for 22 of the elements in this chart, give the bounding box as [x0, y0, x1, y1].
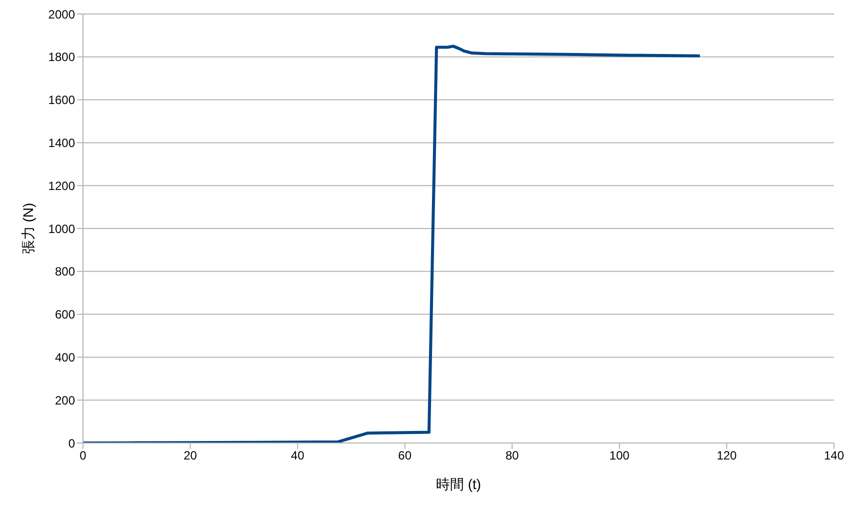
- line-series: [83, 44, 702, 443]
- x-tick-label: 100: [609, 448, 630, 463]
- x-tick-label: 140: [824, 448, 844, 463]
- x-tick-label: 120: [716, 448, 738, 463]
- x-tick-label: 40: [290, 448, 305, 463]
- y-tick-label: 1600: [48, 93, 76, 108]
- x-tick-label: 20: [184, 448, 198, 463]
- y-tick-label: 1800: [48, 50, 76, 64]
- y-tick-label: 800: [54, 264, 76, 279]
- y-axis-title: 張力 (N): [20, 202, 36, 254]
- x-tick-label: 0: [80, 448, 87, 463]
- x-tick-label: 60: [398, 448, 412, 463]
- x-axis-title: 時間 (t): [436, 476, 482, 492]
- y-tick-label: 2000: [48, 7, 76, 22]
- y-tick-label: 600: [54, 308, 76, 322]
- y-tick-label: 1200: [48, 178, 76, 193]
- y-tick-label: 1400: [48, 136, 76, 150]
- y-tick-label: 0: [68, 436, 76, 450]
- y-tick-label: 400: [54, 350, 76, 364]
- x-tick-label: 80: [505, 448, 520, 463]
- y-tick-label: 1000: [48, 222, 76, 236]
- y-tick-label: 200: [54, 393, 76, 408]
